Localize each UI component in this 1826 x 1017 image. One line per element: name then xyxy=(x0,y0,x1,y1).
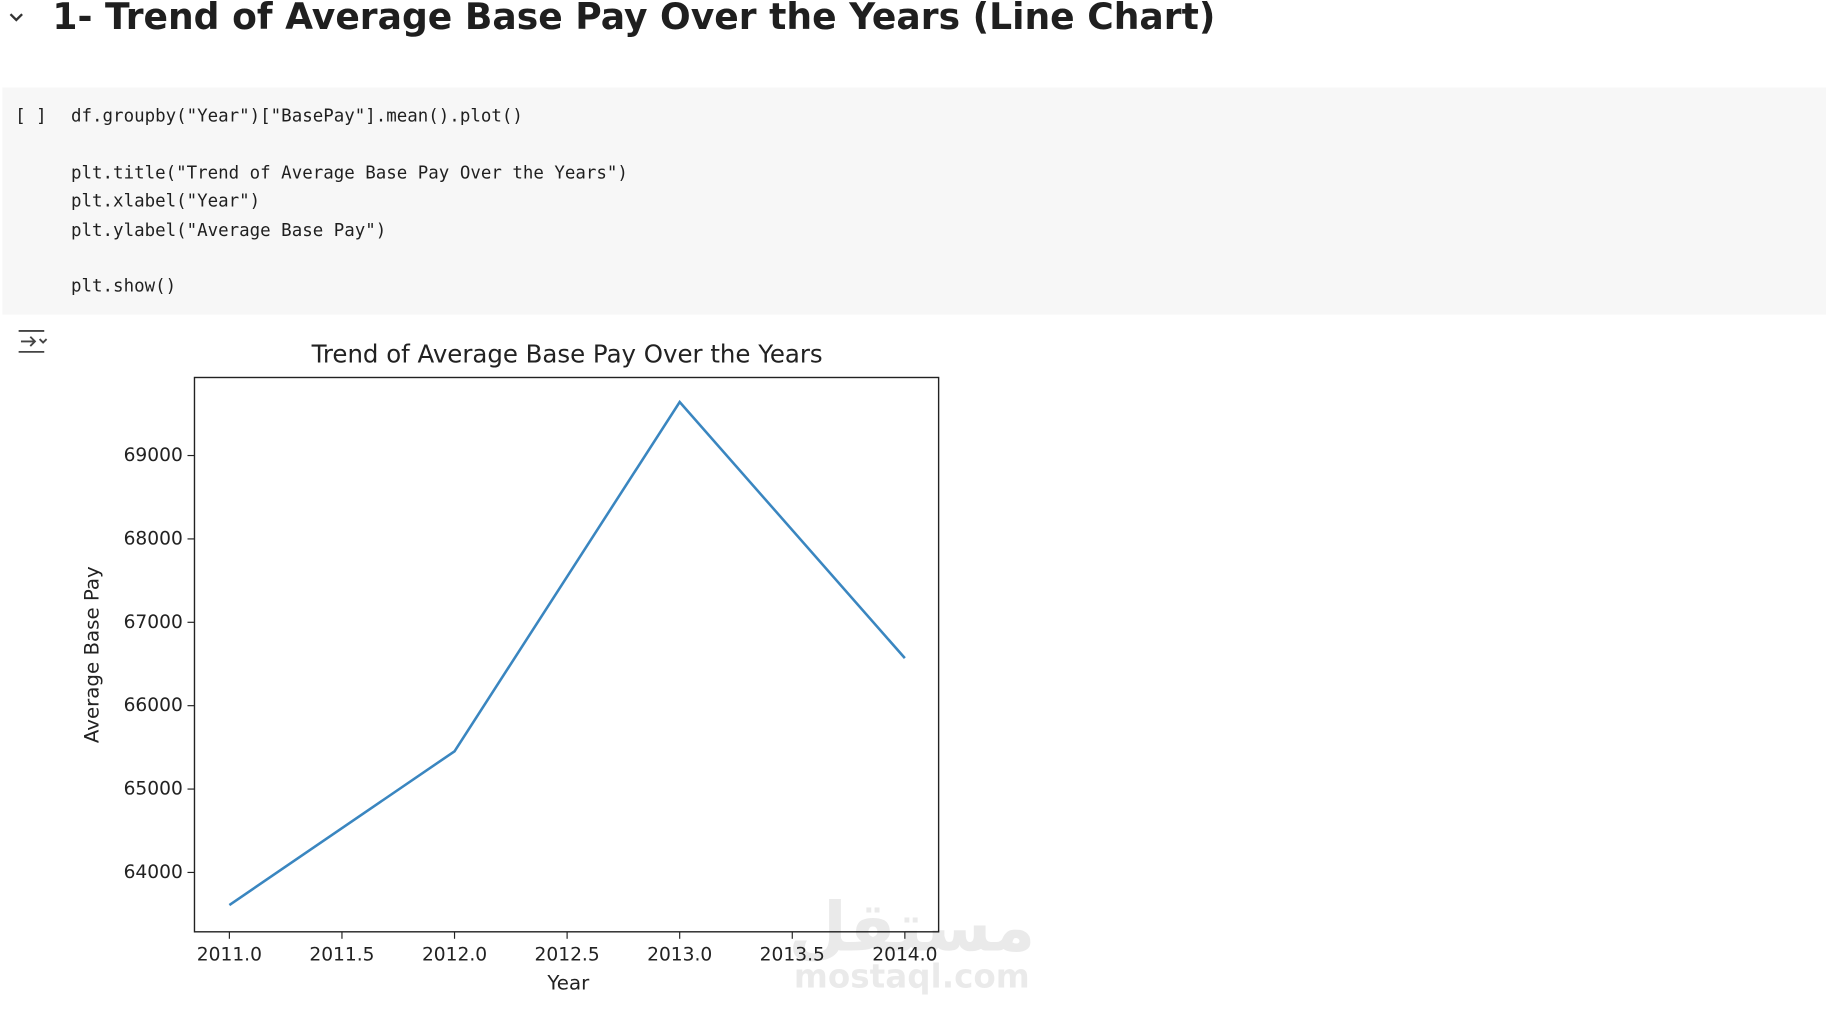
code-line: plt.title("Trend of Average Base Pay Ove… xyxy=(71,164,628,184)
run-prompt[interactable]: [ ] xyxy=(15,107,47,127)
watermark-arabic: مستقل xyxy=(788,887,1035,966)
y-axis-label: Average Base Pay xyxy=(81,566,104,743)
y-tick-label: 66000 xyxy=(124,695,183,716)
x-tick-label: 2011.0 xyxy=(197,945,262,966)
y-tick-label: 68000 xyxy=(124,528,183,549)
line-series xyxy=(228,399,906,907)
code-cell[interactable] xyxy=(2,87,1826,315)
x-tick-label: 2012.5 xyxy=(535,945,600,966)
code-line: df.groupby("Year")["BasePay"].mean().plo… xyxy=(71,107,523,127)
x-tick-label: 2014.0 xyxy=(872,945,937,966)
x-axis-label: Year xyxy=(546,972,590,995)
y-tick-label: 65000 xyxy=(124,779,183,800)
y-tick-label: 67000 xyxy=(124,612,183,633)
watermark-site: mostaql.com xyxy=(794,957,1030,995)
output-icon[interactable] xyxy=(18,329,48,353)
plot-frame xyxy=(193,376,940,933)
code-line: plt.xlabel("Year") xyxy=(71,192,260,212)
section-title: 1- Trend of Average Base Pay Over the Ye… xyxy=(52,0,1215,38)
chart-title: Trend of Average Base Pay Over the Years xyxy=(311,339,823,368)
y-tick-label: 69000 xyxy=(124,445,183,466)
y-tick-label: 64000 xyxy=(124,862,183,883)
code-line: plt.show() xyxy=(71,277,176,297)
collapse-chevron[interactable] xyxy=(9,13,23,22)
x-tick-label: 2012.0 xyxy=(422,945,487,966)
code-line: plt.ylabel("Average Base Pay") xyxy=(71,221,386,241)
x-tick-label: 2013.5 xyxy=(760,945,825,966)
x-tick-label: 2013.0 xyxy=(647,945,712,966)
x-tick-label: 2011.5 xyxy=(309,945,374,966)
